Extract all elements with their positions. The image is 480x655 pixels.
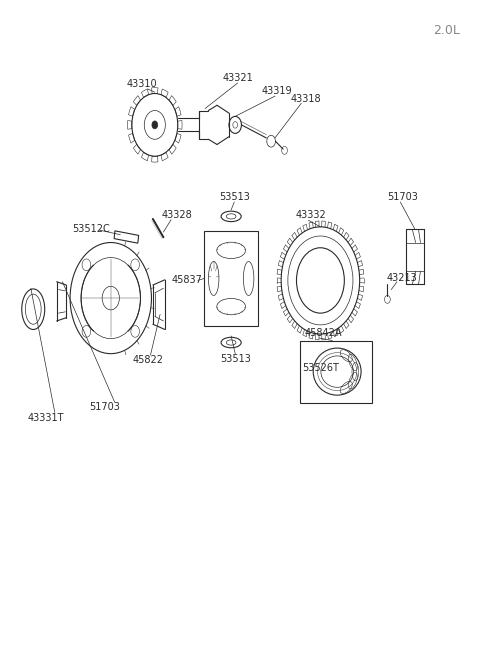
Text: 43319: 43319 bbox=[262, 86, 293, 96]
Text: 43331T: 43331T bbox=[28, 413, 64, 422]
Circle shape bbox=[152, 121, 157, 129]
Text: 45842A: 45842A bbox=[305, 328, 343, 338]
Text: 53513: 53513 bbox=[219, 192, 250, 202]
Text: 53512C: 53512C bbox=[72, 224, 109, 234]
Text: 2.0L: 2.0L bbox=[433, 24, 460, 37]
Text: 51703: 51703 bbox=[90, 402, 120, 412]
Text: 53513: 53513 bbox=[220, 354, 251, 364]
Text: 43310: 43310 bbox=[127, 79, 157, 89]
Text: 43213: 43213 bbox=[386, 274, 417, 284]
Text: 51703: 51703 bbox=[387, 192, 418, 202]
Text: 45837: 45837 bbox=[172, 276, 203, 286]
Text: 43332: 43332 bbox=[296, 210, 326, 220]
Text: 53526T: 53526T bbox=[302, 363, 339, 373]
Text: 45822: 45822 bbox=[132, 355, 164, 365]
Text: 43321: 43321 bbox=[222, 73, 253, 83]
Bar bbox=[114, 231, 139, 243]
Bar bbox=[300, 341, 372, 403]
Bar bbox=[204, 231, 258, 326]
Text: 43328: 43328 bbox=[161, 210, 192, 220]
Text: 43318: 43318 bbox=[291, 94, 322, 103]
